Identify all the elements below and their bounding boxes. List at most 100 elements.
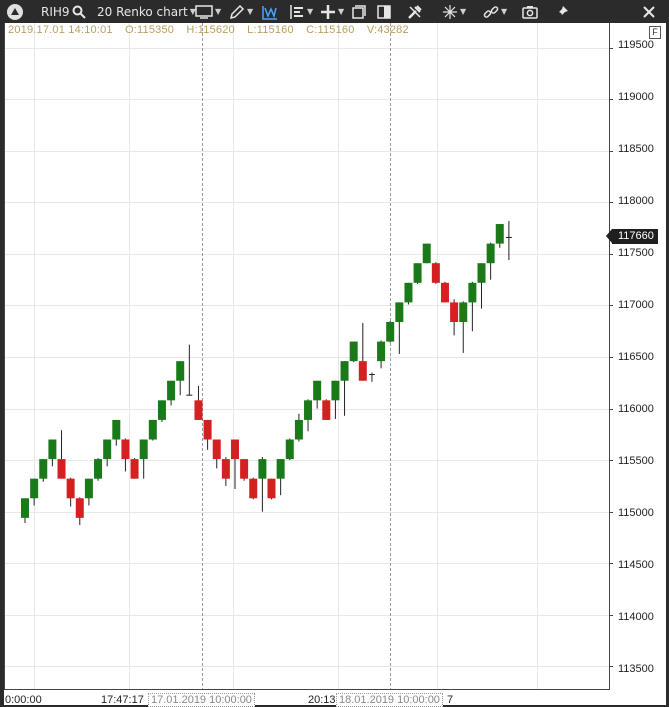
chevron-down-icon: ▼ bbox=[338, 7, 345, 16]
session-date-label: 17.01.2019 10:00:00 bbox=[148, 693, 255, 707]
renko-brick bbox=[404, 282, 413, 303]
renko-brick bbox=[450, 302, 459, 322]
ohlc-low: L:115160 bbox=[247, 24, 294, 36]
renko-brick bbox=[139, 439, 148, 460]
renko-brick bbox=[477, 263, 486, 283]
chevron-down-icon: ▼ bbox=[307, 7, 314, 16]
y-tick-label: 114000 bbox=[618, 611, 654, 623]
search-icon[interactable] bbox=[72, 0, 86, 23]
renko-brick bbox=[486, 243, 495, 264]
x-tick-label: 7 bbox=[447, 694, 454, 706]
renko-brick bbox=[440, 282, 449, 303]
y-tick-label: 114500 bbox=[618, 559, 654, 571]
renko-brick bbox=[377, 341, 386, 362]
y-tick-label: 118500 bbox=[618, 143, 654, 155]
ohlc-date: 2019.17.01 14:10:01 bbox=[8, 24, 113, 36]
renko-brick bbox=[495, 224, 504, 244]
chevron-down-icon: ▼ bbox=[501, 7, 508, 16]
chart-type-dropdown[interactable]: 20 Renko chart ▼ bbox=[97, 0, 196, 23]
app-logo-icon[interactable] bbox=[6, 0, 24, 23]
crosshair-plus-icon[interactable]: ▼ bbox=[320, 0, 344, 23]
ohlc-close: C:115160 bbox=[306, 24, 355, 36]
axis-separator bbox=[609, 23, 610, 689]
chevron-down-icon: ▼ bbox=[215, 7, 222, 16]
renko-brick bbox=[331, 380, 340, 401]
y-tick-label: 119500 bbox=[618, 39, 654, 51]
axis-separator-bottom bbox=[4, 689, 610, 690]
link-icon[interactable]: ▼ bbox=[483, 0, 507, 23]
pencil-icon[interactable]: ▼ bbox=[229, 0, 253, 23]
renko-brick bbox=[422, 243, 431, 264]
fit-button[interactable]: F bbox=[649, 26, 661, 39]
cursor-icon[interactable]: ▼ bbox=[442, 0, 466, 23]
window-border-left bbox=[0, 23, 4, 707]
renko-brick bbox=[57, 459, 66, 479]
close-icon[interactable] bbox=[643, 0, 655, 23]
ohlc-high: H:115620 bbox=[186, 24, 235, 36]
y-tick-label: 118000 bbox=[618, 195, 654, 207]
renko-brick bbox=[349, 341, 358, 362]
y-tick-label: 117000 bbox=[618, 299, 654, 311]
chart-type-label: 20 Renko chart bbox=[97, 4, 188, 19]
renko-brick bbox=[148, 419, 157, 440]
pin-icon[interactable] bbox=[555, 0, 569, 23]
renko-brick bbox=[267, 478, 276, 499]
renko-brick bbox=[212, 439, 221, 460]
renko-brick bbox=[66, 478, 75, 499]
renko-brick bbox=[157, 400, 166, 420]
session-date-label: 18.01.2019 10:00:00 bbox=[336, 693, 443, 707]
ohlc-readout: 2019.17.01 14:10:01 O:115350 H:115620 L:… bbox=[8, 24, 418, 36]
renko-brick bbox=[258, 459, 267, 479]
layout-icon[interactable]: ▼ bbox=[289, 0, 313, 23]
window-border-right bbox=[666, 23, 669, 707]
y-tick-label: 116500 bbox=[618, 351, 654, 363]
chevron-down-icon: ▼ bbox=[460, 7, 467, 16]
tools-icon[interactable] bbox=[407, 0, 423, 23]
symbol-selector[interactable]: RIH9 bbox=[41, 4, 70, 19]
renko-brick bbox=[249, 478, 258, 499]
renko-brick bbox=[75, 498, 84, 518]
renko-brick bbox=[313, 380, 322, 401]
chart-area[interactable] bbox=[4, 23, 610, 689]
camera-icon[interactable] bbox=[522, 0, 538, 23]
renko-brick bbox=[221, 459, 230, 479]
renko-brick bbox=[103, 439, 112, 460]
renko-brick bbox=[194, 400, 203, 420]
renko-brick bbox=[413, 263, 422, 283]
renko-brick bbox=[459, 302, 468, 322]
monitor-icon[interactable]: ▼ bbox=[195, 0, 221, 23]
renko-brick bbox=[230, 439, 239, 460]
y-tick-label: 119000 bbox=[618, 91, 654, 103]
renko-brick bbox=[130, 459, 139, 479]
renko-brick bbox=[39, 459, 48, 479]
x-tick-label: 20:13 bbox=[308, 694, 336, 706]
window-icon[interactable] bbox=[352, 0, 366, 23]
indicator-icon[interactable] bbox=[262, 0, 278, 23]
renko-brick bbox=[294, 419, 303, 440]
renko-brick bbox=[468, 282, 477, 303]
renko-brick bbox=[358, 361, 367, 381]
renko-brick bbox=[304, 400, 313, 420]
toolbar: RIH9 20 Renko chart ▼ ▼ ▼ ▼ ▼ ▼ ▼ bbox=[0, 0, 669, 23]
y-tick-label: 116000 bbox=[618, 403, 654, 415]
renko-brick bbox=[84, 478, 93, 499]
y-tick-label: 115500 bbox=[618, 455, 654, 467]
renko-brick bbox=[395, 302, 404, 322]
renko-brick bbox=[322, 400, 331, 420]
ohlc-open: O:115350 bbox=[125, 24, 175, 36]
y-tick-label: 115000 bbox=[618, 507, 654, 519]
x-tick-label: 17:47:17 bbox=[101, 694, 144, 706]
renko-brick bbox=[431, 263, 440, 283]
renko-brick bbox=[240, 459, 249, 479]
renko-brick bbox=[386, 321, 395, 342]
renko-brick bbox=[30, 478, 39, 499]
last-price-tag: 117660 bbox=[606, 229, 658, 244]
renko-brick bbox=[276, 459, 285, 479]
y-tick-label: 113500 bbox=[618, 663, 654, 675]
renko-brick bbox=[340, 361, 349, 381]
ohlc-volume: V:43282 bbox=[366, 24, 409, 36]
columns-icon[interactable] bbox=[377, 0, 391, 23]
renko-brick bbox=[285, 439, 294, 460]
chevron-down-icon: ▼ bbox=[247, 7, 254, 16]
